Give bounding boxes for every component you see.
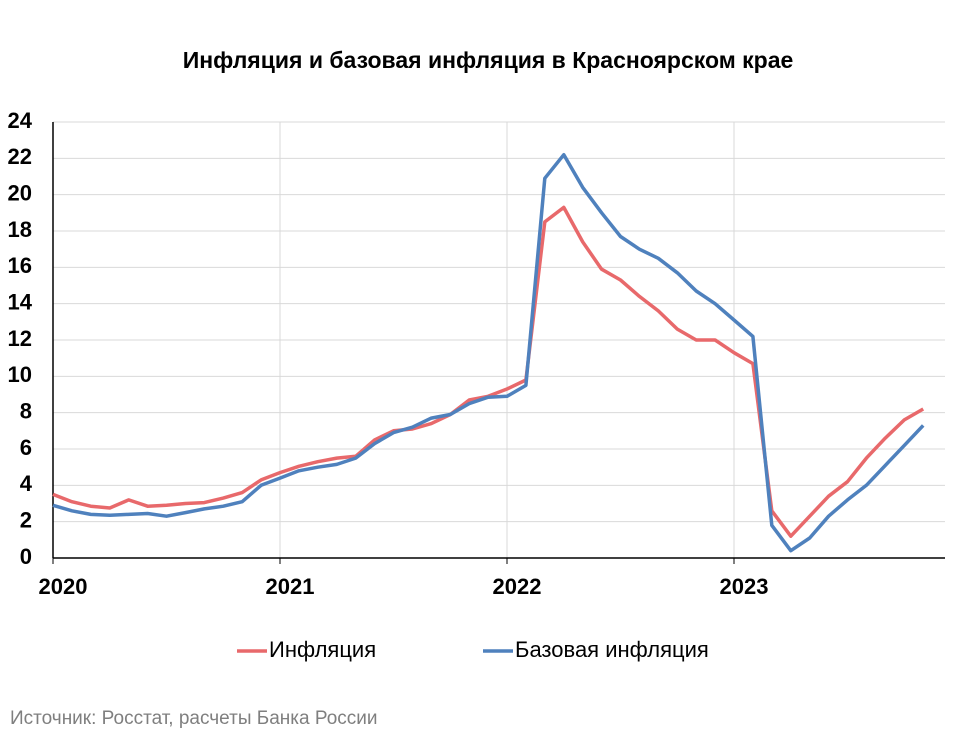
x-tick-label: 2021 [266,574,315,599]
y-tick-label: 20 [8,180,32,205]
source-note: Источник: Росстат, расчеты Банка России [10,708,378,729]
chart-title: Инфляция и базовая инфляция в Красноярск… [183,47,794,73]
y-tick-label: 0 [20,544,32,569]
y-tick-label: 18 [8,217,32,242]
y-tick-label: 10 [8,362,32,387]
x-tick-label: 2020 [39,574,88,599]
y-tick-label: 2 [20,507,32,532]
legend-label: Базовая инфляция [515,637,709,662]
y-tick-label: 22 [8,144,32,169]
line-series [52,152,925,553]
y-tick-label: 16 [8,253,32,278]
y-tick-label: 6 [20,435,32,460]
y-tick-label: 8 [20,398,32,423]
legend-label: Инфляция [269,637,376,662]
y-tick-label: 24 [8,108,33,133]
y-tick-label: 12 [8,326,32,351]
x-tick-label: 2022 [493,574,542,599]
y-tick-label: 14 [8,289,33,314]
x-tick-label: 2023 [720,574,769,599]
y-tick-label: 4 [20,471,33,496]
line-series [52,205,925,538]
